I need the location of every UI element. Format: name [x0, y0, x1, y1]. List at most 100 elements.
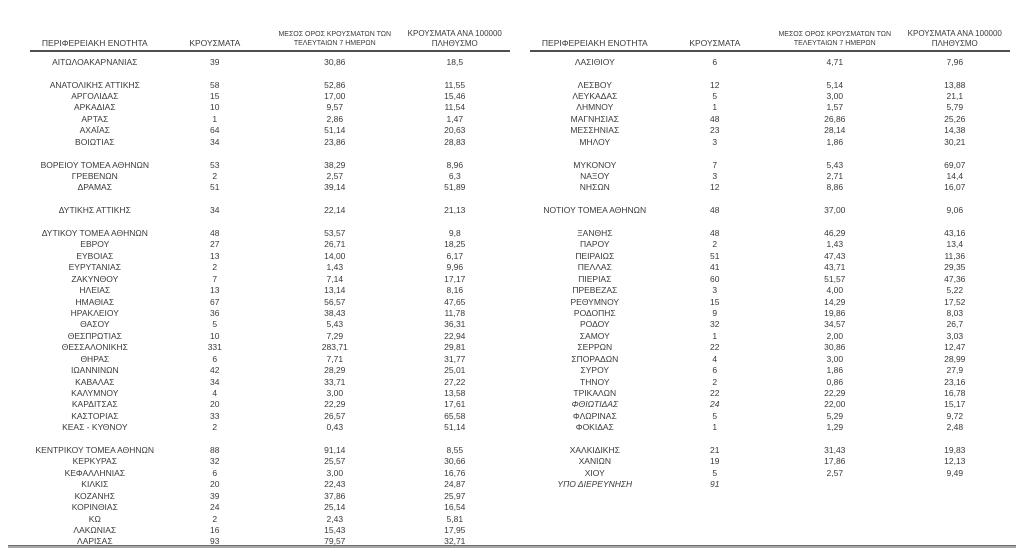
cell-region: ΛΕΣΒΟΥ — [577, 79, 612, 90]
table-row: ΦΟΚΙΔΑΣ 1 1,29 2,48 — [530, 422, 1010, 433]
cell-cases: 10 — [210, 330, 220, 341]
cell-region: ΛΗΜΝΟΥ — [576, 102, 614, 113]
cell-avg7: 39,14 — [324, 182, 346, 193]
cell-region: ΚΑΛΥΜΝΟΥ — [71, 387, 119, 398]
cell-region: ΥΠΟ ΔΙΕΡΕΥΝΗΣΗ — [557, 479, 633, 490]
spacer-row — [530, 147, 1010, 158]
cell-per100k: 26,7 — [946, 319, 964, 330]
cell-cases: 32 — [210, 456, 220, 467]
cell-cases: 19 — [710, 456, 720, 467]
cell-region: ΣΠΟΡΑΔΩΝ — [571, 353, 619, 364]
table-row: ΗΛΕΙΑΣ 13 13,14 8,16 — [30, 284, 510, 295]
cell-region: ΚΙΛΚΙΣ — [81, 479, 109, 490]
cell-per100k: 17,61 — [444, 399, 466, 410]
table-row: ΚΕΡΚΥΡΑΣ 32 25,57 30,66 — [30, 456, 510, 467]
table-row: ΑΡΤΑΣ 1 2,86 1,47 — [30, 113, 510, 124]
table-row: ΗΜΑΘΙΑΣ 67 56,57 47,65 — [30, 296, 510, 307]
cell-region: ΚΟΖΑΝΗΣ — [74, 490, 115, 501]
table-row: ΑΡΚΑΔΙΑΣ 10 9,57 11,54 — [30, 102, 510, 113]
cell-per100k: 28,83 — [444, 136, 466, 147]
table-row: ΒΟΡΕΙΟΥ ΤΟΜΕΑ ΑΘΗΝΩΝ 53 38,29 8,96 — [30, 159, 510, 170]
cell-avg7: 9,57 — [326, 102, 344, 113]
table-row: ΝΑΞΟΥ 3 2,71 14,4 — [530, 170, 1010, 181]
cell-per100k: 8,96 — [446, 159, 464, 170]
cell-avg7: 30,86 — [324, 56, 346, 67]
cell-per100k: 15,17 — [944, 399, 966, 410]
cell-region: ΚΟΡΙΝΘΙΑΣ — [71, 502, 118, 513]
cell-per100k: 47,65 — [444, 296, 466, 307]
cell-avg7: 47,43 — [824, 250, 846, 261]
cell-per100k: 22,94 — [444, 330, 466, 341]
cell-avg7: 91,14 — [324, 445, 346, 456]
regional-cases-table-right: ΠΕΡΙΦΕΡΕΙΑΚΗ ΕΝΟΤΗΤΑ ΚΡΟΥΣΜΑΤΑ ΜΕΣΟΣ ΟΡΟ… — [530, 18, 1010, 490]
cell-region: ΧΑΛΚΙΔΙΚΗΣ — [569, 445, 620, 456]
cell-avg7: 22,00 — [824, 399, 846, 410]
cell-per100k: 51,14 — [444, 422, 466, 433]
cell-avg7: 28,29 — [324, 365, 346, 376]
table-row: ΜΥΚΟΝΟΥ 7 5,43 69,07 — [530, 159, 1010, 170]
cell-avg7: 28,14 — [824, 125, 846, 136]
cell-region: ΛΑΚΩΝΙΑΣ — [73, 525, 117, 535]
cell-per100k: 12,13 — [944, 456, 966, 467]
cell-cases: 21 — [710, 445, 720, 456]
cell-per100k: 65,58 — [444, 410, 466, 421]
cell-per100k: 28,99 — [944, 353, 966, 364]
cell-avg7: 1,43 — [826, 239, 844, 250]
cell-per100k: 5,81 — [446, 513, 464, 524]
cell-region: ΝΟΤΙΟΥ ΤΟΜΕΑ ΑΘΗΝΩΝ — [543, 205, 647, 216]
cell-avg7: 2,86 — [326, 113, 344, 124]
table-row: ΑΝΑΤΟΛΙΚΗΣ ΑΤΤΙΚΗΣ 58 52,86 11,55 — [30, 79, 510, 90]
cell-region: ΑΝΑΤΟΛΙΚΗΣ ΑΤΤΙΚΗΣ — [49, 79, 140, 90]
table-row: ΛΑΚΩΝΙΑΣ 16 15,43 17,95 — [30, 524, 510, 535]
table-row: ΣΥΡΟΥ 6 1,86 27,9 — [530, 364, 1010, 375]
cell-cases: 5 — [712, 90, 718, 101]
cell-region: ΣΕΡΡΩΝ — [577, 342, 613, 353]
cell-avg7: 37,00 — [824, 205, 846, 216]
cell-region: ΚΕΦΑΛΛΗΝΙΑΣ — [64, 467, 126, 478]
cell-avg7: 3,00 — [826, 353, 844, 364]
cell-region: ΦΛΩΡΙΝΑΣ — [572, 410, 617, 421]
cell-region: ΔΡΑΜΑΣ — [77, 182, 112, 193]
cell-per100k: 14,4 — [946, 170, 964, 181]
cell-avg7: 7,14 — [326, 273, 344, 284]
cell-avg7: 38,43 — [324, 307, 346, 318]
cell-region: ΡΟΔΟΠΗΣ — [573, 307, 616, 318]
cell-cases: 3 — [712, 136, 718, 147]
cell-cases: 1 — [712, 422, 718, 433]
cell-cases: 20 — [210, 479, 220, 490]
cell-avg7: 1,57 — [826, 102, 844, 113]
bottom-divider — [8, 545, 1016, 548]
table-row: ΙΩΑΝΝΙΝΩΝ 42 28,29 25,01 — [30, 364, 510, 375]
cell-cases: 51 — [710, 250, 720, 261]
cell-region: ΒΟΡΕΙΟΥ ΤΟΜΕΑ ΑΘΗΝΩΝ — [40, 159, 149, 170]
cell-region: ΑΡΤΑΣ — [81, 113, 109, 124]
cell-avg7: 22,29 — [824, 387, 846, 398]
cell-per100k: 8,16 — [446, 285, 464, 296]
table-row: ΑΡΓΟΛΙΔΑΣ 15 17,00 15,46 — [30, 90, 510, 101]
cell-per100k: 8,03 — [946, 307, 964, 318]
cell-region: ΑΡΓΟΛΙΔΑΣ — [71, 90, 119, 101]
cell-cases: 58 — [210, 79, 220, 90]
table-row: ΔΡΑΜΑΣ 51 39,14 51,89 — [30, 182, 510, 193]
cell-cases: 20 — [210, 399, 220, 410]
cell-region: ΑΧΑΪΑΣ — [79, 125, 110, 136]
table-row: ΛΑΣΙΘΙΟΥ 6 4,71 7,96 — [530, 56, 1010, 67]
table-row: ΠΕΙΡΑΙΩΣ 51 47,43 11,36 — [530, 250, 1010, 261]
cell-region: ΑΙΤΩΛΟΑΚΑΡΝΑΝΙΑΣ — [52, 56, 138, 67]
table-row: ΚΟΖΑΝΗΣ 39 37,86 25,97 — [30, 490, 510, 501]
cell-cases: 88 — [210, 445, 220, 456]
cell-per100k: 21,13 — [444, 205, 466, 216]
cell-cases: 7 — [712, 159, 718, 170]
cell-avg7: 34,57 — [824, 319, 846, 330]
table-row: ΡΕΘΥΜΝΟΥ 15 14,29 17,52 — [530, 296, 1010, 307]
cell-region: ΠΑΡΟΥ — [580, 239, 610, 250]
cell-region: ΚΩ — [88, 513, 101, 524]
cell-cases: 15 — [210, 90, 220, 101]
cell-per100k: 25,26 — [944, 113, 966, 124]
cell-cases: 93 — [210, 536, 220, 547]
cell-cases: 24 — [210, 502, 220, 513]
cell-per100k: 47,36 — [944, 273, 966, 284]
table-row: ΘΕΣΠΡΩΤΙΑΣ 10 7,29 22,94 — [30, 330, 510, 341]
cell-region: ΗΛΕΙΑΣ — [79, 285, 111, 296]
cell-avg7: 23,86 — [324, 136, 346, 147]
